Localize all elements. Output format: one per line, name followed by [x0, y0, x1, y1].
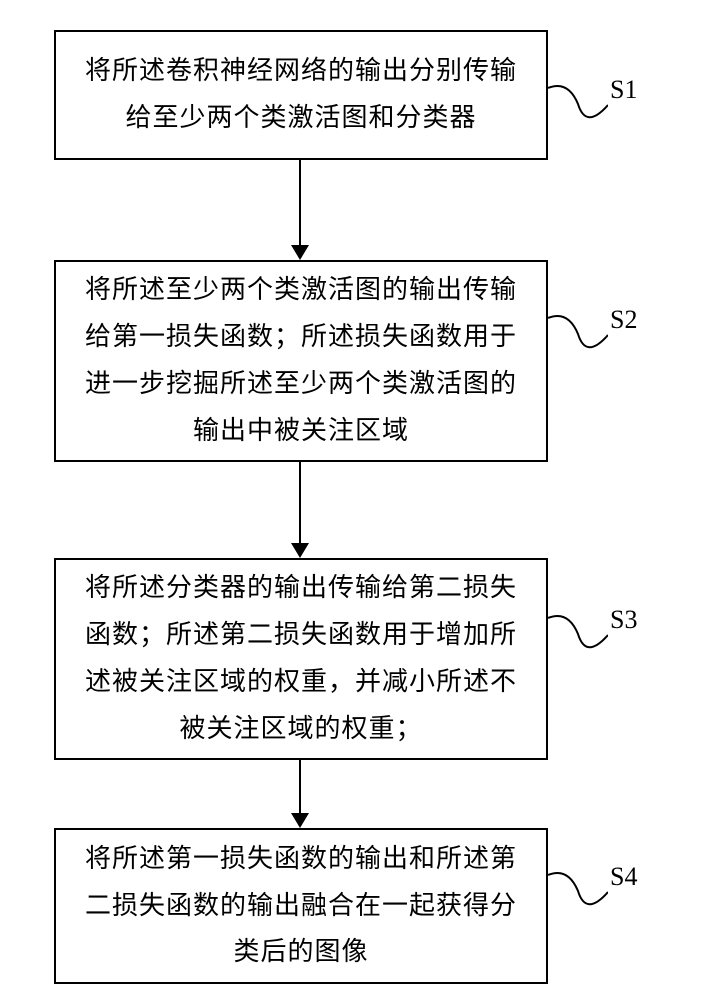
step-label-s1: S1 — [610, 75, 637, 105]
step-label-s3: S3 — [610, 605, 637, 635]
step-box-s1: 将所述卷积神经网络的输出分别传输给至少两个类激活图和分类器 — [54, 30, 548, 160]
flowchart-container: 将所述卷积神经网络的输出分别传输给至少两个类激活图和分类器 S1 将所述至少两个… — [0, 0, 710, 1000]
label-curve-s3 — [548, 610, 608, 665]
step-text-s2: 将所述至少两个类激活图的输出传输给第一损失函数；所述损失函数用于进一步挖掘所述至… — [85, 267, 517, 454]
step-label-s4: S4 — [610, 862, 637, 892]
connector-s1-s2 — [299, 160, 301, 246]
step-box-s3: 将所述分类器的输出传输给第二损失函数；所述第二损失函数用于增加所述被关注区域的权… — [54, 558, 548, 760]
step-text-s3: 将所述分类器的输出传输给第二损失函数；所述第二损失函数用于增加所述被关注区域的权… — [85, 565, 517, 752]
connector-s3-s4 — [299, 760, 301, 814]
step-text-s4: 将所述第一损失函数的输出和所述第二损失函数的输出融合在一起获得分类后的图像 — [85, 836, 517, 976]
arrow-head-s1-s2 — [291, 245, 309, 260]
arrow-head-s3-s4 — [291, 813, 309, 828]
step-text-s1: 将所述卷积神经网络的输出分别传输给至少两个类激活图和分类器 — [85, 48, 517, 142]
connector-s2-s3 — [299, 462, 301, 544]
step-box-s4: 将所述第一损失函数的输出和所述第二损失函数的输出融合在一起获得分类后的图像 — [54, 828, 548, 984]
label-curve-s2 — [548, 310, 608, 365]
label-curve-s4 — [548, 867, 608, 922]
arrow-head-s2-s3 — [291, 543, 309, 558]
step-box-s2: 将所述至少两个类激活图的输出传输给第一损失函数；所述损失函数用于进一步挖掘所述至… — [54, 260, 548, 462]
label-curve-s1 — [548, 80, 608, 135]
step-label-s2: S2 — [610, 305, 637, 335]
